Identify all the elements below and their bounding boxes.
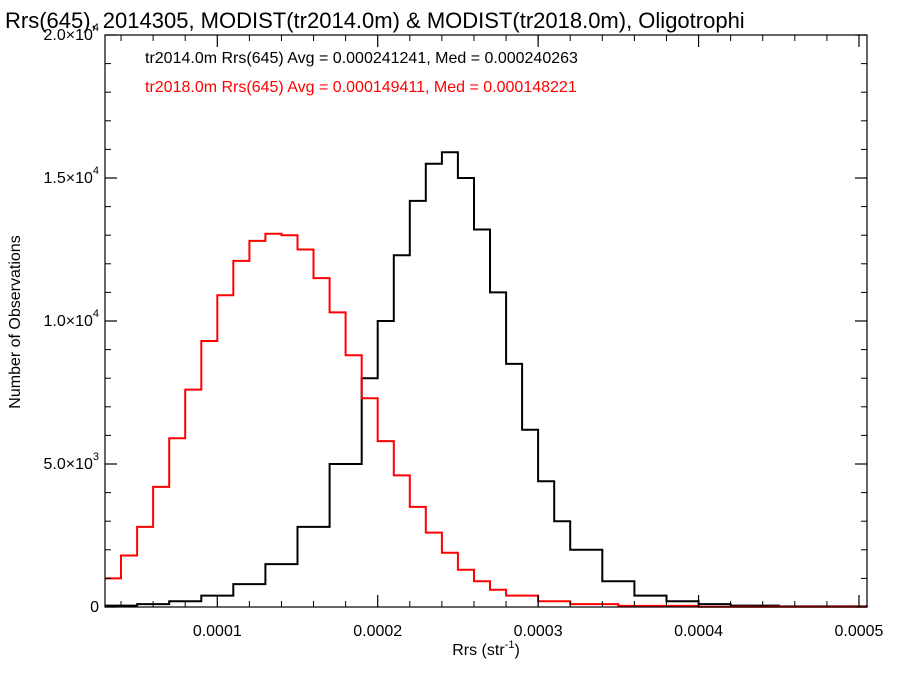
x-axis: 0.0001 0.0002 0.0003 0.0004 0.0005 [120,35,884,640]
y-tick-label-exponent: 4 [93,165,99,177]
y-axis-label: Number of Observations [7,235,24,408]
y-tick-label-mantissa: 5.0×10 [43,456,92,473]
x-tick-label: 0.0003 [514,623,563,640]
x-tick-label: 0.0005 [835,623,884,640]
y-tick-label-mantissa: 1.0×10 [43,313,92,330]
y-tick-label: 1.5×104 [43,165,99,187]
x-tick-label: 0.0002 [353,623,402,640]
y-tick-label-mantissa: 0 [90,599,99,616]
y-tick-label-mantissa: 2.0×10 [43,27,92,44]
y-tick-label-mantissa: 1.5×10 [43,170,92,187]
y-tick-label-exponent: 4 [93,22,99,34]
y-tick-label: 1.0×104 [43,308,99,330]
y-tick-label: 2.0×104 [43,22,99,44]
series-line-1 [105,151,868,608]
y-tick-label: 0 [90,599,99,616]
y-tick-label-exponent: 3 [93,451,99,463]
x-axis-label-sup: -1 [505,639,515,651]
x-tick-label: 0.0004 [674,623,723,640]
annotation-tr2014: tr2014.0m Rrs(645) Avg = 0.000241241, Me… [145,50,578,67]
series-line-2 [105,232,868,608]
y-tick-label: 5.0×103 [43,451,99,473]
y-tick-label-exponent: 4 [93,308,99,320]
x-tick-label: 0.0001 [193,623,242,640]
x-axis-label-main: Rrs (str [452,642,505,659]
x-axis-label: Rrs (str-1) [452,639,520,659]
series-layer [105,151,868,608]
annotation-tr2018: tr2018.0m Rrs(645) Avg = 0.000149411, Me… [145,79,577,96]
chart-title: Rrs(645), 2014305, MODIST(tr2014.0m) & M… [5,8,745,33]
x-axis-label-end: ) [514,642,519,659]
